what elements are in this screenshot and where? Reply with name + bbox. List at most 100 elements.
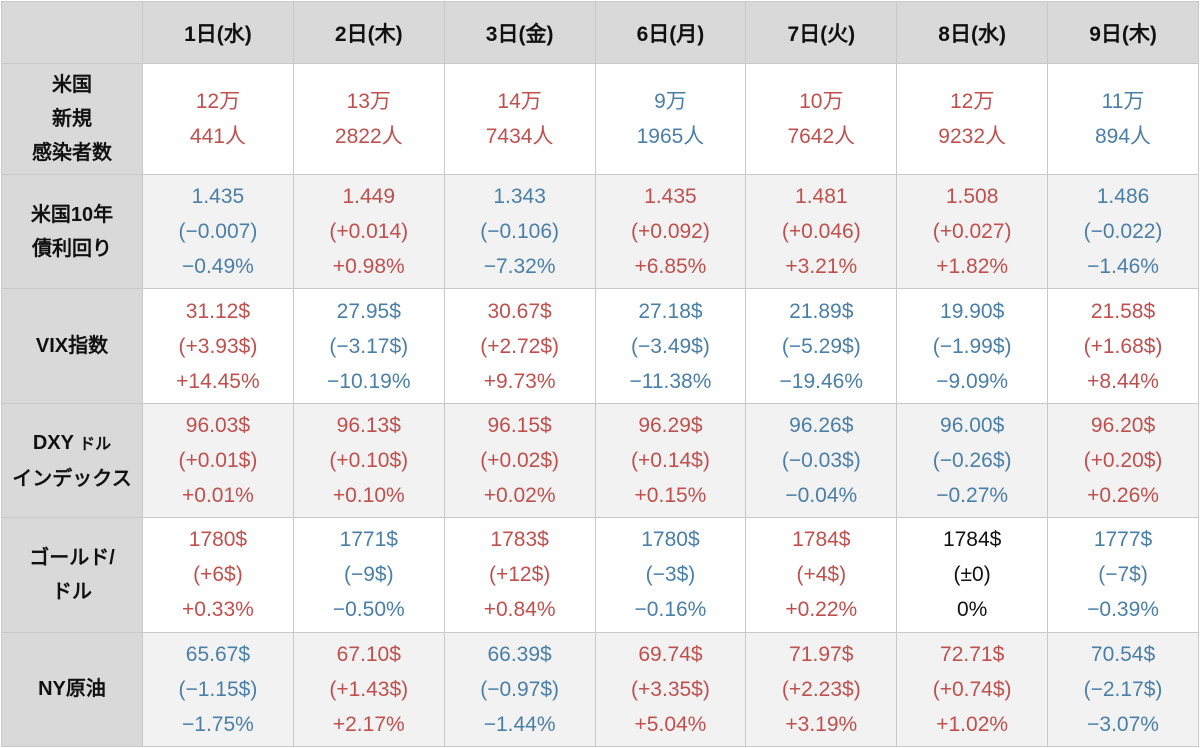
- cell-line: (−0.106): [480, 220, 560, 244]
- data-cell: 1.486 (−0.022) −1.46%: [1047, 174, 1199, 290]
- data-cell: 96.00$ (−0.26$) −0.27%: [896, 402, 1049, 519]
- cell-line: +8.44%: [1087, 369, 1159, 393]
- col-header-6: 8日(水): [896, 1, 1049, 64]
- cell-line: +0.10%: [332, 484, 405, 508]
- cell-line: +1.02%: [936, 712, 1009, 736]
- cell-line: +3.21%: [785, 255, 858, 279]
- cell-line: 70.54$: [1090, 642, 1156, 666]
- data-cell: 12万 9232人: [896, 62, 1049, 176]
- col-header-3: 3日(金): [443, 1, 596, 64]
- cell-line: +0.02%: [483, 484, 556, 508]
- col-header-1: 1日(水): [142, 1, 294, 64]
- cell-line: +0.22%: [785, 598, 858, 622]
- data-cell: 27.95$ (−3.17$) −10.19%: [292, 288, 445, 404]
- data-cell: 14万 7434人: [443, 62, 596, 176]
- cell-line: 27.95$: [336, 299, 401, 323]
- cell-line: (+0.092): [631, 220, 710, 244]
- data-cell: 96.20$ (+0.20$) +0.26%: [1047, 402, 1199, 519]
- cell-line: +14.45%: [176, 369, 260, 393]
- row-header-line: 米国: [52, 74, 92, 97]
- data-cell: 67.10$ (+1.43$) +2.17%: [292, 631, 445, 748]
- col-header-7: 9日(木): [1047, 1, 1199, 64]
- data-cell: 10万 7642人: [745, 62, 898, 176]
- cell-line: 27.18$: [638, 299, 703, 323]
- data-cell: 1.508 (+0.027) +1.82%: [896, 174, 1049, 290]
- cell-line: (+0.74$): [932, 677, 1012, 701]
- cell-line: −0.50%: [332, 598, 405, 622]
- cell-line: 1965人: [636, 125, 705, 149]
- cell-line: (+2.72$): [480, 334, 560, 358]
- data-cell: 1.435 (−0.007) −0.49%: [142, 174, 294, 290]
- cell-line: 96.29$: [638, 414, 703, 438]
- cell-line: −1.46%: [1087, 255, 1159, 279]
- cell-line: 7642人: [787, 125, 856, 149]
- data-cell: 27.18$ (−3.49$) −11.38%: [594, 288, 747, 404]
- cell-line: 96.15$: [487, 414, 552, 438]
- data-cell: 96.15$ (+0.02$) +0.02%: [443, 402, 596, 519]
- row-vix: VIX指数 31.12$ (+3.93$) +14.45% 27.95$ (−3.17…: [1, 288, 1199, 404]
- data-cell: 13万 2822人: [292, 62, 445, 176]
- data-cell: 21.58$ (+1.68$) +8.44%: [1047, 288, 1199, 404]
- cell-line: −1.75%: [182, 712, 254, 736]
- cell-line: −19.46%: [779, 369, 864, 393]
- data-cell: 11万 894人: [1047, 62, 1199, 176]
- data-cell: 30.67$ (+2.72$) +9.73%: [443, 288, 596, 404]
- cell-line: 12万: [949, 90, 995, 114]
- cell-line: −0.04%: [785, 484, 858, 508]
- cell-line: (+0.10$): [329, 449, 409, 473]
- data-cell: 96.29$ (+0.14$) +0.15%: [594, 402, 747, 519]
- data-cell: 1784$ (+4$) +0.22%: [745, 517, 898, 633]
- row-us-10y-yield: 米国10年 債利回り 1.435 (−0.007) −0.49% 1.449 (+0.…: [1, 174, 1199, 290]
- cell-line: 1.435: [644, 185, 697, 209]
- data-cell: 71.97$ (+2.23$) +3.19%: [745, 631, 898, 748]
- cell-line: 1784$: [942, 528, 1002, 552]
- cell-line: (+3.93$): [178, 334, 258, 358]
- row-header-line: ゴールド/: [29, 546, 115, 569]
- col-header-2: 2日(木): [292, 1, 445, 64]
- data-cell: 96.13$ (+0.10$) +0.10%: [292, 402, 445, 519]
- cell-line: (−3.49$): [631, 334, 710, 358]
- row-header-line: 債利回り: [32, 237, 112, 260]
- cell-line: (−0.03$): [781, 449, 861, 473]
- row-ny-crude: NY原油 65.67$ (−1.15$) −1.75% 67.10$ (+1.43$)…: [1, 631, 1199, 748]
- cell-line: (+2.23$): [781, 677, 861, 701]
- cell-line: (−7$): [1098, 563, 1148, 587]
- data-cell: 1783$ (+12$) +0.84%: [443, 517, 596, 633]
- data-cell: 96.03$ (+0.01$) +0.01%: [142, 402, 294, 519]
- data-cell: 9万 1965人: [594, 62, 747, 176]
- data-cell: 1.481 (+0.046) +3.21%: [745, 174, 898, 290]
- row-header-line: VIX指数: [35, 335, 109, 358]
- cell-line: (−0.007): [178, 220, 258, 244]
- data-cell: 1777$ (−7$) −0.39%: [1047, 517, 1199, 633]
- data-cell: 1780$ (+6$) +0.33%: [142, 517, 294, 633]
- row-header-us-new-cases: 米国 新規 感染者数: [1, 62, 143, 176]
- cell-line: (+0.046): [781, 220, 861, 244]
- cell-line: 1780$: [641, 528, 700, 552]
- cell-line: 96.00$: [940, 414, 1005, 438]
- cell-line: −11.38%: [629, 369, 712, 393]
- cell-line: 1.486: [1096, 185, 1150, 209]
- row-header-ny-crude: NY原油: [1, 631, 143, 748]
- row-header-dxy-small: ドル: [79, 435, 112, 453]
- cell-line: +0.15%: [634, 484, 707, 508]
- row-gold: ゴールド/ ドル 1780$ (+6$) +0.33% 1771$ (−9$) −0.5…: [1, 517, 1199, 633]
- cell-line: 1780$: [188, 528, 248, 552]
- cell-line: −0.39%: [1087, 598, 1159, 622]
- cell-line: +0.01%: [182, 484, 254, 508]
- cell-line: +0.26%: [1087, 484, 1159, 508]
- cell-line: +5.04%: [634, 712, 707, 736]
- cell-line: 96.03$: [185, 414, 251, 438]
- cell-line: +1.82%: [936, 255, 1009, 279]
- cell-line: (−2.17$): [1083, 677, 1163, 701]
- data-cell: 1.435 (+0.092) +6.85%: [594, 174, 747, 290]
- cell-line: 10万: [799, 90, 844, 114]
- cell-line: (+0.02$): [480, 449, 560, 473]
- cell-line: +0.98%: [332, 255, 405, 279]
- cell-line: 65.67$: [185, 642, 251, 666]
- cell-line: 13万: [346, 90, 391, 114]
- cell-line: 1771$: [339, 528, 398, 552]
- cell-line: (±0): [953, 563, 991, 587]
- row-header-gold: ゴールド/ ドル: [1, 517, 143, 633]
- data-cell: 1.343 (−0.106) −7.32%: [443, 174, 596, 290]
